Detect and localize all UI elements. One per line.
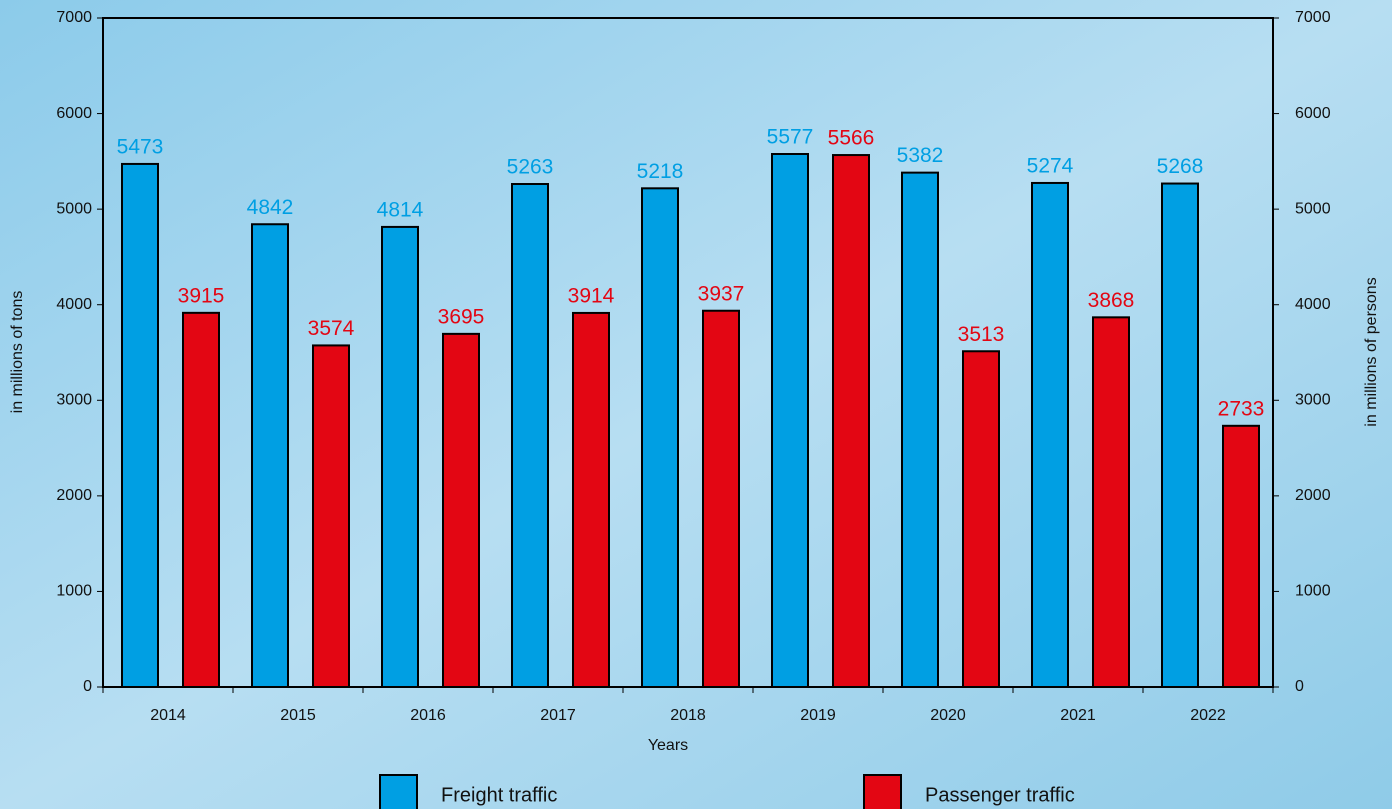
value-label: 4814 [377, 198, 424, 221]
bar [703, 311, 739, 687]
x-tick-label: 2021 [1060, 707, 1096, 724]
y-axis-label: in millions of tons [9, 291, 26, 414]
value-label: 5268 [1157, 155, 1204, 178]
value-label: 5566 [828, 127, 875, 150]
y2-tick-label: 5000 [1295, 200, 1331, 217]
y-tick-label: 0 [83, 678, 92, 695]
y-tick-label: 7000 [56, 9, 92, 26]
bar [573, 313, 609, 687]
x-tick-label: 2015 [280, 707, 316, 724]
x-tick-label: 2014 [150, 707, 186, 724]
y-tick-label: 6000 [56, 105, 92, 122]
bar [772, 154, 808, 687]
y-tick-label: 2000 [56, 487, 92, 504]
bar [1032, 183, 1068, 687]
value-label: 3868 [1088, 289, 1135, 312]
bar [1223, 426, 1259, 687]
value-label: 3513 [958, 323, 1005, 346]
value-label: 4842 [247, 196, 294, 219]
bar [902, 173, 938, 687]
bar [963, 351, 999, 687]
bar [512, 184, 548, 687]
value-label: 5577 [767, 126, 814, 149]
page: {"chart_data": {"type": "bar", "x_label"… [0, 0, 1392, 809]
x-tick-label: 2022 [1190, 707, 1226, 724]
y2-tick-label: 7000 [1295, 9, 1331, 26]
x-tick-label: 2016 [410, 707, 446, 724]
bar [183, 313, 219, 687]
value-label: 5274 [1027, 155, 1074, 178]
bar [252, 224, 288, 687]
y2-axis-label: in millions of persons [1363, 277, 1380, 426]
x-axis-label: Years [648, 737, 688, 754]
y2-tick-label: 3000 [1295, 392, 1331, 409]
y-tick-label: 4000 [56, 296, 92, 313]
value-label: 5218 [637, 160, 684, 183]
legend-swatch [864, 775, 901, 809]
value-label: 5382 [897, 144, 944, 167]
bar [1162, 184, 1198, 687]
value-label: 3937 [698, 282, 745, 305]
chart: Years in millions of tons in millions of… [0, 0, 1392, 809]
bar [1093, 317, 1129, 687]
y2-tick-label: 2000 [1295, 487, 1331, 504]
value-label: 2733 [1218, 397, 1265, 420]
y-tick-label: 3000 [56, 392, 92, 409]
legend-label: Freight traffic [441, 784, 557, 806]
value-label: 3574 [308, 317, 355, 340]
value-label: 3914 [568, 284, 615, 307]
x-tick-label: 2019 [800, 707, 836, 724]
y-tick-label: 1000 [56, 583, 92, 600]
bar [313, 345, 349, 687]
bar [122, 164, 158, 687]
value-label: 5263 [507, 156, 554, 179]
x-tick-label: 2020 [930, 707, 966, 724]
value-label: 5473 [117, 135, 164, 158]
bar [642, 188, 678, 687]
bar [443, 334, 479, 687]
y-tick-label: 5000 [56, 200, 92, 217]
x-tick-label: 2018 [670, 707, 706, 724]
value-label: 3915 [178, 284, 225, 307]
bar [833, 155, 869, 687]
legend-swatch [380, 775, 417, 809]
y2-tick-label: 0 [1295, 678, 1304, 695]
value-label: 3695 [438, 305, 485, 328]
y2-tick-label: 1000 [1295, 583, 1331, 600]
y2-tick-label: 6000 [1295, 105, 1331, 122]
x-tick-label: 2017 [540, 707, 576, 724]
bar [382, 227, 418, 687]
y2-tick-label: 4000 [1295, 296, 1331, 313]
legend-label: Passenger traffic [925, 784, 1075, 806]
